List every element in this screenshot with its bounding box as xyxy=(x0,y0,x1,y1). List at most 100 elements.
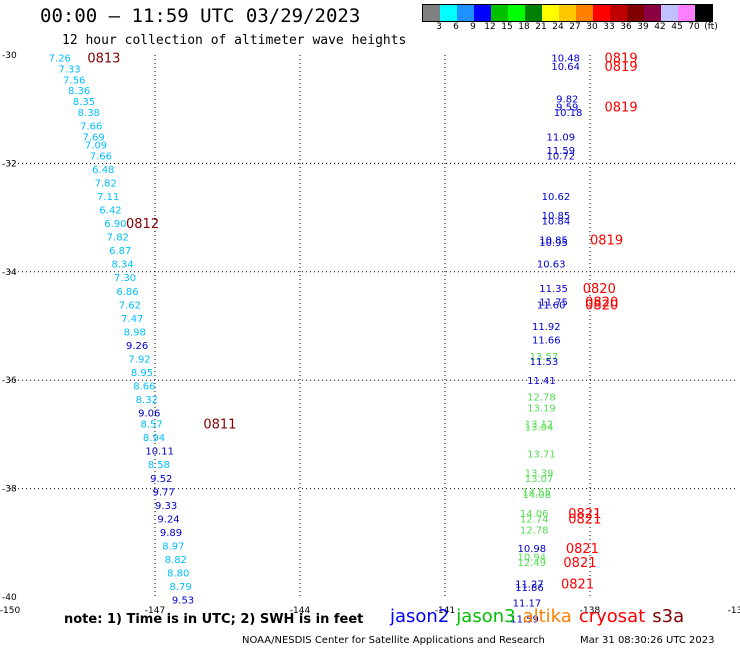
scale-swatch xyxy=(440,5,457,21)
wave-height-label: 9.59 xyxy=(556,102,578,113)
wave-height-label: 7.09 xyxy=(85,140,107,151)
scale-label: 33 xyxy=(603,22,615,32)
wave-height-label: 7.11 xyxy=(97,192,119,203)
chart-title: 00:00 – 11:59 UTC 03/29/2023 xyxy=(40,5,361,27)
time-label: 0812 xyxy=(126,217,159,232)
x-tick-label: -13 xyxy=(728,606,740,616)
wave-height-label: 10.85 xyxy=(539,235,568,246)
wave-height-label: 8.38 xyxy=(78,108,100,119)
wave-height-label: 7.82 xyxy=(107,233,129,244)
scale-swatch xyxy=(525,5,542,21)
wave-height-label: 11.35 xyxy=(539,284,568,295)
wave-height-label: 13.19 xyxy=(527,403,556,414)
chart-subtitle: 12 hour collection of altimeter wave hei… xyxy=(62,33,407,48)
wave-height-label: 12.78 xyxy=(527,392,556,403)
y-tick-label: -36 xyxy=(2,376,17,386)
wave-height-label: 6.48 xyxy=(92,165,114,176)
wave-height-label: 10.84 xyxy=(542,216,571,227)
wave-height-label: 11.92 xyxy=(532,322,561,333)
scale-swatch xyxy=(457,5,474,21)
wave-height-label: 8.79 xyxy=(170,582,192,593)
wave-height-label: 6.86 xyxy=(116,287,138,298)
wave-height-label: 11.86 xyxy=(515,583,544,594)
wave-height-label: 9.06 xyxy=(138,409,160,420)
y-tick-label: -30 xyxy=(2,51,17,61)
wave-height-label: 7.30 xyxy=(114,273,136,284)
scale-swatch xyxy=(610,5,627,21)
wave-height-label: 7.26 xyxy=(49,54,71,65)
wave-height-label: 12.49 xyxy=(518,558,547,569)
legend-entry: jason2 xyxy=(390,606,450,627)
scale-swatch xyxy=(474,5,491,21)
y-tick-label: -40 xyxy=(2,593,17,603)
wave-height-label: 7.92 xyxy=(128,355,150,366)
time-label: 0820 xyxy=(585,296,618,311)
wave-height-label: 14.55 xyxy=(522,487,551,498)
wave-height-label: 11.27 xyxy=(515,579,544,590)
wave-height-label: 12.74 xyxy=(520,514,549,525)
wave-height-label: 6.87 xyxy=(109,246,131,257)
scale-label: 18 xyxy=(518,22,530,32)
note-text: note: 1) Time is in UTC; 2) SWH is in fe… xyxy=(64,612,364,627)
wave-height-label: 10.72 xyxy=(547,151,576,162)
scale-label: 9 xyxy=(470,22,476,32)
scale-label: 70 xyxy=(688,22,700,32)
wave-height-label: 8.95 xyxy=(131,368,153,379)
wave-height-label: 10.85 xyxy=(542,211,571,222)
wave-height-label: 10.62 xyxy=(542,192,571,203)
time-label: 0819 xyxy=(605,52,638,67)
wave-height-label: 8.58 xyxy=(148,460,170,471)
scale-label: 24 xyxy=(552,22,564,32)
time-label: 0819 xyxy=(590,233,623,248)
wave-height-label: 8.82 xyxy=(165,555,187,566)
wave-height-label: 8.36 xyxy=(68,86,90,97)
wave-height-label: 11.59 xyxy=(547,146,576,157)
wave-height-label: 11.59 xyxy=(510,615,539,626)
legend-entry: jason3 xyxy=(456,606,516,627)
wave-height-label: 9.33 xyxy=(155,501,177,512)
wave-height-label: 13.04 xyxy=(525,422,554,433)
wave-height-label: 7.62 xyxy=(119,300,141,311)
scale-swatch xyxy=(559,5,576,21)
wave-height-label: 9.52 xyxy=(150,474,172,485)
wave-height-label: 9.26 xyxy=(126,341,148,352)
scale-label: 36 xyxy=(620,22,632,32)
scale-label: 21 xyxy=(535,22,547,32)
wave-height-label: 8.66 xyxy=(133,382,155,393)
scale-swatch xyxy=(678,5,695,21)
wave-height-label: 11.41 xyxy=(527,376,556,387)
wave-height-label: 8.80 xyxy=(167,569,189,580)
time-label: 0821 xyxy=(568,512,601,527)
time-label: 0819 xyxy=(605,60,638,75)
wave-height-label: 9.89 xyxy=(160,528,182,539)
x-tick-label: -141 xyxy=(435,606,455,616)
time-label: 0813 xyxy=(87,52,120,67)
scale-swatch xyxy=(661,5,678,21)
wave-height-label: 7.69 xyxy=(83,132,105,143)
scale-swatch xyxy=(576,5,593,21)
time-label: 0821 xyxy=(563,556,596,571)
wave-height-label: 7.33 xyxy=(58,65,80,76)
wave-height-label: 8.32 xyxy=(136,395,158,406)
scale-swatch xyxy=(644,5,661,21)
wave-height-label: 9.24 xyxy=(157,514,179,525)
scale-label: 45 xyxy=(671,22,683,32)
legend-entry: altika xyxy=(522,606,572,627)
scale-swatch xyxy=(542,5,559,21)
wave-height-label: 13.39 xyxy=(525,468,554,479)
y-tick-label: -34 xyxy=(2,268,17,278)
x-tick-label: -138 xyxy=(580,606,601,616)
scale-label: 30 xyxy=(586,22,598,32)
wave-height-label: 10.11 xyxy=(145,447,174,458)
time-label: 0821 xyxy=(561,577,594,592)
scale-label: 42 xyxy=(654,22,666,32)
wave-height-label: 14.06 xyxy=(520,509,549,520)
wave-height-label: 10.94 xyxy=(518,552,547,563)
wave-height-label: 11.66 xyxy=(532,336,561,347)
satellite-legend: jason2 jason3 altika cryosat s3a xyxy=(390,606,691,627)
time-label: 0820 xyxy=(583,282,616,297)
wave-height-label: 6.42 xyxy=(99,205,121,216)
y-tick-label: -38 xyxy=(2,485,17,495)
x-tick-label: -147 xyxy=(145,606,165,616)
